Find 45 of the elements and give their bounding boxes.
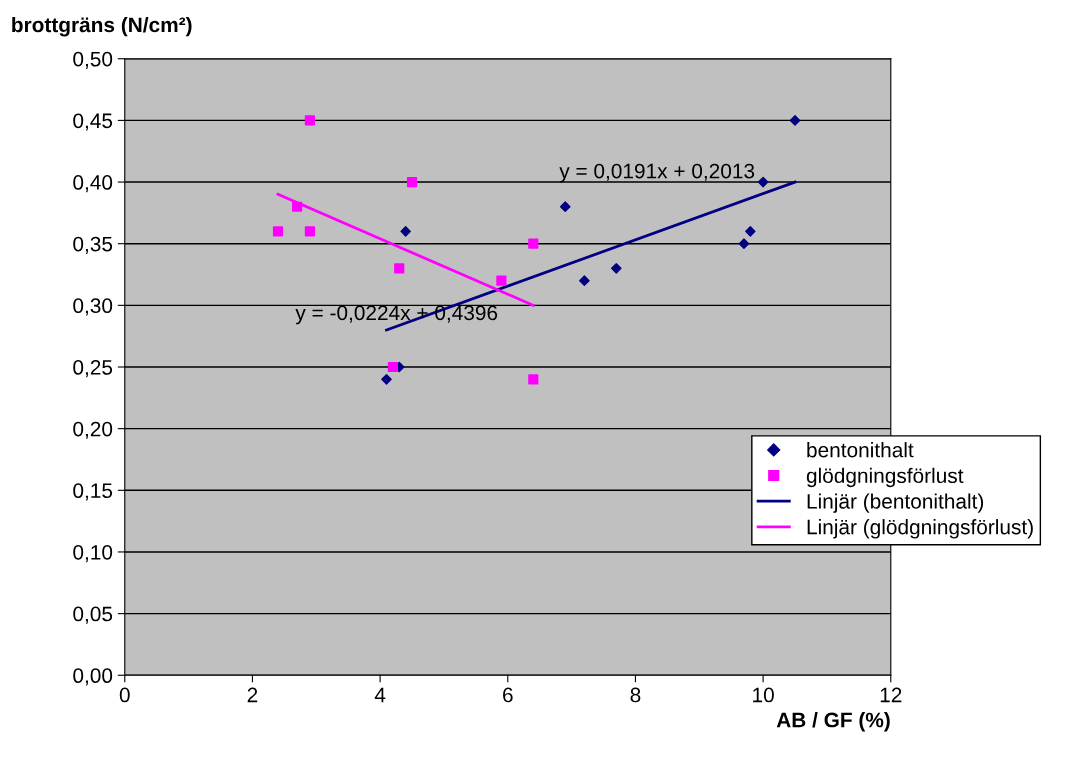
point <box>559 201 571 213</box>
legend-label: bentonithalt <box>807 442 914 458</box>
y-tick-label: 0,50 <box>73 51 113 69</box>
point <box>789 115 801 126</box>
y-tick-label: 0,15 <box>73 483 113 501</box>
point <box>406 176 418 188</box>
point <box>579 275 590 286</box>
point <box>272 226 284 237</box>
x-tick-label: 0 <box>119 687 130 703</box>
point <box>394 263 405 274</box>
point <box>745 226 756 237</box>
point <box>528 238 539 249</box>
point <box>387 361 398 373</box>
legend-label: glödgningsförlust <box>806 467 964 488</box>
point <box>496 275 507 286</box>
y-tick-label: 0,35 <box>73 236 113 254</box>
legend-label: Linjär (bentonithalt) <box>807 493 984 513</box>
y-tick-label: 0,00 <box>73 668 113 686</box>
annotation: y = 0,0191x + 0,2013 <box>559 163 755 183</box>
legend-label: Linjär (glödgningsförlust) <box>807 519 1033 539</box>
y-tick-label: 0,05 <box>73 606 113 624</box>
point <box>757 176 769 188</box>
x-tick-label: 4 <box>374 687 386 703</box>
point <box>304 115 315 126</box>
y-tick-label: 0,20 <box>73 421 113 439</box>
y-tick-label: 0,10 <box>73 544 113 563</box>
y-axis-title: brottgräns (N/cm²) <box>12 16 192 37</box>
x-tick-label: 12 <box>880 687 902 703</box>
point <box>381 374 392 385</box>
point <box>528 374 539 385</box>
x-tick-label: 6 <box>503 687 513 703</box>
x-tick-label: 8 <box>630 687 641 703</box>
point <box>400 226 411 237</box>
point <box>304 226 315 237</box>
x-tick-label: 10 <box>753 687 774 703</box>
point <box>292 201 303 212</box>
y-tick-label: 0,40 <box>73 175 113 193</box>
point <box>610 263 622 274</box>
y-tick-label: 0,30 <box>73 298 113 316</box>
y-tick-label: 0,25 <box>73 360 113 378</box>
x-axis-title: AB / GF (%) <box>776 712 890 732</box>
y-tick-label: 0,45 <box>73 113 113 131</box>
point <box>738 238 750 250</box>
annotation: y = -0,0224x + 0,4396 <box>295 305 498 325</box>
x-tick-label: 2 <box>247 687 258 703</box>
